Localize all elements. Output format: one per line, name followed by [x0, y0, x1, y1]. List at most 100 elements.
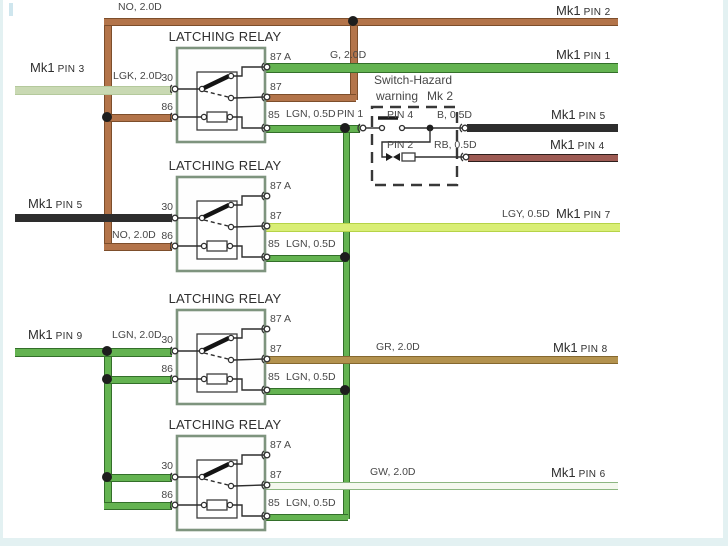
wire-label-lgn-relay3: LGN, 0.5D — [286, 371, 336, 383]
connector-label-mk1-pin1: Mk1 PIN 1 — [556, 47, 611, 62]
terminal-87-icon — [261, 221, 271, 231]
terminal-86-icon — [169, 241, 179, 251]
wire-label-lgn-relay1: LGN, 0.5D — [286, 108, 336, 120]
connector-label-mk1-pin2: Mk1 PIN 2 — [556, 3, 611, 18]
junction-dot — [340, 123, 350, 133]
terminal-85-icon — [261, 123, 271, 133]
terminal-30-icon — [169, 213, 179, 223]
terminal-label-30: 30 — [161, 334, 173, 346]
wire-lgn-mid-bus-vertical — [343, 125, 350, 519]
latching-relay-4: LATCHING RELAY 30 86 87 A 87 8 — [161, 417, 291, 534]
switch-pin4-icon — [459, 123, 469, 133]
connector-label-mk1-pin3: Mk1 PIN 3 — [30, 60, 85, 75]
relay-schematic-icon — [169, 434, 271, 532]
latching-relay-1: LATCHING RELAY 30 86 87 A 87 8 — [161, 29, 291, 146]
terminal-87a-icon — [261, 191, 271, 201]
relay-schematic-icon — [169, 46, 271, 144]
wire-lgn-relay4-30 — [104, 474, 172, 482]
switch-box-variant: Mk 2 — [427, 89, 454, 103]
connector-label-mk1-pin6: Mk1 PIN 6 — [551, 465, 606, 480]
junction-dot — [102, 112, 112, 122]
wire-label-gw: GW, 2.0D — [370, 466, 416, 478]
hazard-switch-schematic-icon — [357, 105, 470, 187]
wire-gw-mk1-pin6 — [265, 482, 618, 490]
latching-relay-3: LATCHING RELAY 30 86 87 A 87 8 — [161, 291, 291, 408]
terminal-label-86: 86 — [161, 489, 173, 501]
wire-label-lgk: LGK, 2.0D — [113, 70, 163, 82]
terminal-85-icon — [261, 385, 271, 395]
page-edge-left — [0, 0, 3, 546]
terminal-87-icon — [261, 354, 271, 364]
terminal-label-87a: 87 A — [270, 313, 292, 325]
connector-label-mk1-pin5-right: Mk1 PIN 5 — [551, 107, 606, 122]
terminal-30-icon — [169, 472, 179, 482]
page-edge-bottom — [0, 538, 728, 546]
terminal-label-85: 85 — [268, 497, 280, 509]
terminal-label-86: 86 — [161, 230, 173, 242]
junction-dot — [340, 252, 350, 262]
relay-title: LATCHING RELAY — [168, 291, 282, 306]
connector-label-mk1-pin7: Mk1 PIN 7 — [556, 206, 611, 221]
wire-lgn-relay1-85 — [265, 125, 360, 133]
terminal-label-87a: 87 A — [270, 180, 292, 192]
wire-label-b: B, 0.5D — [437, 109, 473, 121]
junction-dot — [340, 385, 350, 395]
wire-label-rb: RB, 0.5D — [434, 139, 477, 151]
terminal-86-icon — [169, 500, 179, 510]
wire-label-lgn-relay4: LGN, 0.5D — [286, 497, 336, 509]
switch-box-title-line1: Switch-Hazard — [374, 73, 453, 87]
wire-lgk-mk1-pin3 — [15, 86, 172, 95]
connector-label-mk1-pin5-left: Mk1 PIN 5 — [28, 196, 83, 211]
terminal-label-30: 30 — [161, 72, 173, 84]
wire-no-relay1-86 — [104, 114, 172, 122]
terminal-87a-icon — [261, 324, 271, 334]
wire-no-top — [104, 18, 618, 26]
wire-label-no-relay2: NO, 2.0D — [112, 229, 156, 241]
terminal-87-icon — [261, 480, 271, 490]
wire-lgn-left-bus-vertical — [104, 348, 112, 508]
switch-box-title-line2: warning — [376, 89, 419, 103]
wire-label-lgy: LGY, 0.5D — [502, 208, 550, 220]
wire-label-gr: GR, 2.0D — [376, 341, 420, 353]
terminal-87a-icon — [261, 450, 271, 460]
page-corner-mark — [9, 3, 13, 16]
wire-label-pin1: PIN 1 — [337, 108, 364, 120]
terminal-85-icon — [261, 511, 271, 521]
terminal-85-icon — [261, 252, 271, 262]
terminal-label-86: 86 — [161, 363, 173, 375]
terminal-label-87: 87 — [270, 81, 282, 93]
terminal-label-87: 87 — [270, 469, 282, 481]
wire-lgn-relay4-86 — [104, 502, 172, 510]
terminal-30-icon — [169, 84, 179, 94]
connector-label-mk1-pin9: Mk1 PIN 9 — [28, 327, 83, 342]
terminal-30-icon — [169, 346, 179, 356]
wire-no-relay1-87 — [265, 94, 356, 102]
relay-title: LATCHING RELAY — [168, 417, 282, 432]
switch-pin2-icon — [460, 152, 470, 162]
terminal-label-30: 30 — [161, 460, 173, 472]
wire-lgn-relay3-86 — [104, 376, 172, 384]
relay-schematic-icon — [169, 308, 271, 406]
terminal-87-icon — [261, 92, 271, 102]
wire-label-lgn-relay2: LGN, 0.5D — [286, 238, 336, 250]
terminal-label-87a: 87 A — [270, 439, 292, 451]
terminal-label-87: 87 — [270, 210, 282, 222]
terminal-label-85: 85 — [268, 109, 280, 121]
wire-rb-mk1-pin4 — [468, 154, 618, 162]
junction-dot — [102, 374, 112, 384]
wire-no-relay1-87-riser — [350, 18, 358, 100]
terminal-label-86: 86 — [161, 101, 173, 113]
connector-label-mk1-pin4: Mk1 PIN 4 — [550, 137, 605, 152]
terminal-label-87: 87 — [270, 343, 282, 355]
wire-label-g: G, 2.0D — [330, 49, 367, 61]
wire-label-no-top: NO, 2.0D — [118, 1, 162, 13]
switch-pin1-icon — [357, 123, 367, 133]
page-edge-right — [723, 0, 728, 546]
wire-b-mk1-pin5 — [467, 124, 618, 132]
wire-lgn-relay3-85 — [265, 388, 348, 395]
relay-title: LATCHING RELAY — [168, 158, 282, 173]
latching-relay-2: LATCHING RELAY 30 86 87 A 87 8 — [161, 158, 291, 275]
wire-label-pin2: PIN 2 — [387, 139, 414, 151]
wire-lgn-relay2-85 — [265, 255, 348, 262]
